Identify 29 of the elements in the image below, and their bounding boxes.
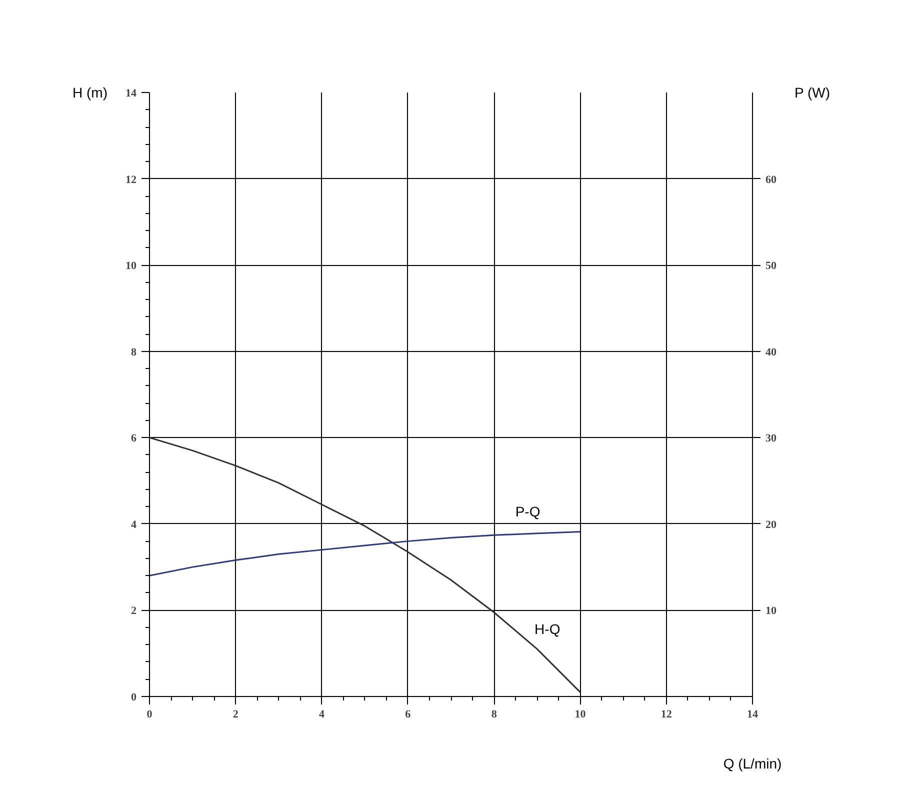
y2-tick-label: 10 (766, 605, 777, 618)
x-tick-label: 0 (146, 708, 153, 720)
x-tick-label: 6 (405, 708, 412, 720)
series-label: H-Q (534, 621, 560, 638)
x-axis-title: Q (L/min) (723, 756, 782, 772)
y-tick-label: 8 (131, 346, 137, 358)
y-tick-label: 4 (131, 518, 137, 531)
x-tick-label: 14 (747, 708, 758, 720)
y2-tick-label: 60 (766, 174, 777, 186)
x-tick-label: 10 (574, 708, 586, 720)
y-tick-label: 10 (126, 260, 137, 272)
y2-tick-label: 40 (766, 346, 777, 358)
x-tick-label: 8 (491, 708, 498, 720)
y2-axis-title: P (W) (794, 84, 830, 100)
y-tick-label: 2 (131, 605, 137, 618)
y-tick-label: 6 (131, 432, 137, 445)
y-tick-label: 12 (126, 174, 137, 186)
y-axis-title: H (m) (72, 84, 108, 100)
x-tick-label: 12 (660, 708, 672, 720)
line-series (150, 436, 581, 693)
series-label: P-Q (515, 504, 540, 520)
y2-tick-label: 20 (766, 518, 777, 531)
y-tick-label: 0 (131, 692, 137, 704)
y2-tick-label: 50 (766, 260, 777, 272)
line-series (150, 530, 581, 576)
x-tick-label: 4 (319, 708, 326, 720)
y-tick-label: 14 (126, 88, 137, 100)
y2-tick-label: 30 (766, 432, 777, 445)
x-tick-label: 2 (232, 708, 239, 720)
